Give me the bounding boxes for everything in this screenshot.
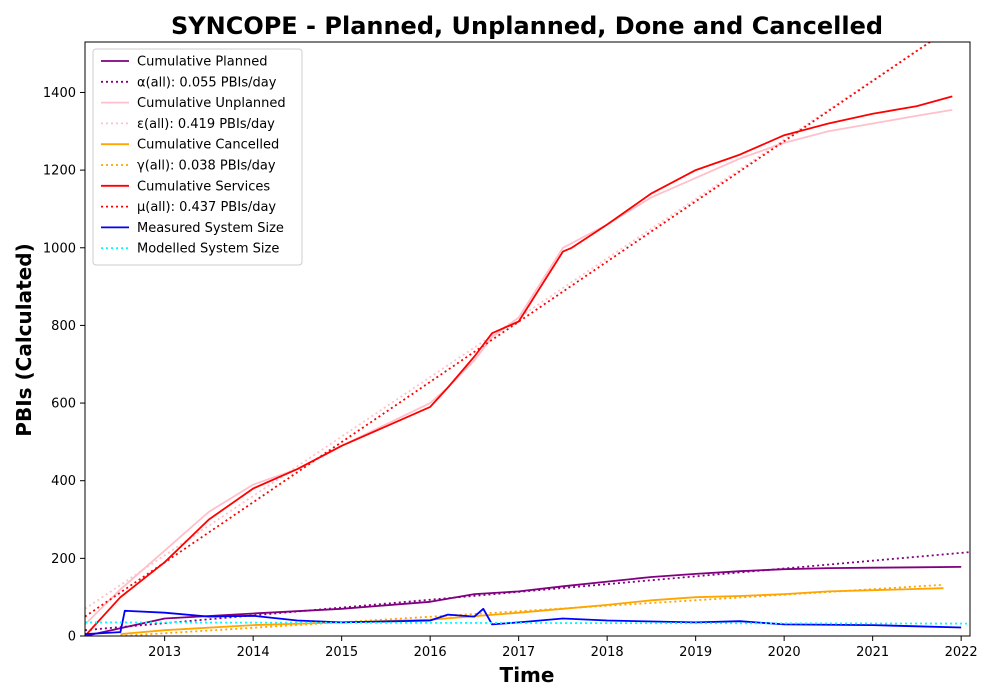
legend-entry: ε(all): 0.419 PBIs/day xyxy=(137,117,275,132)
legend-entry: Cumulative Planned xyxy=(137,55,267,70)
x-tick-label: 2013 xyxy=(148,645,181,660)
legend: Cumulative Planned α(all): 0.055 PBIs/day… xyxy=(92,48,303,266)
chart-title: SYNCOPE - Planned, Unplanned, Done and C… xyxy=(171,12,883,40)
y-axis-label: PBIs (Calculated) xyxy=(12,243,36,436)
x-tick-label: 2017 xyxy=(502,645,535,660)
x-axis-label: Time xyxy=(500,663,555,687)
series-line-cumulative-services xyxy=(85,95,953,636)
legend-entry: Cumulative Unplanned xyxy=(137,96,286,111)
x-tick-label: 2021 xyxy=(856,645,889,660)
y-tick-label: 1000 xyxy=(43,241,76,256)
legend-entry: α(all): 0.055 PBIs/day xyxy=(137,75,277,90)
x-tick-label: 2018 xyxy=(591,645,624,660)
legend-entry: γ(all): 0.038 PBIs/day xyxy=(137,159,276,174)
x-tick-label: 2015 xyxy=(325,645,358,660)
series-line-cumulative-cancelled xyxy=(120,587,944,635)
series-layer xyxy=(85,42,970,636)
legend-entry: Modelled System Size xyxy=(137,242,279,257)
x-tick-label: 2014 xyxy=(237,645,270,660)
series-line-cumulative-planned xyxy=(85,566,962,636)
series-line-measured-system-size xyxy=(85,607,962,635)
y-tick-label: 600 xyxy=(51,397,76,412)
series-line-cumulative-unplanned xyxy=(85,109,953,626)
x-tick-label: 2016 xyxy=(414,645,447,660)
series-line-all-0-437-pbis-day xyxy=(85,42,932,618)
y-axis: 0 200 400 600 800 1000 1200 1400 xyxy=(43,86,85,645)
series-line-modelled-system-size xyxy=(85,621,970,625)
legend-box xyxy=(92,48,303,266)
series-line-all-0-055-pbis-day xyxy=(85,551,970,632)
plot-frame xyxy=(84,41,971,637)
y-tick-label: 0 xyxy=(68,630,76,645)
x-axis: 2013 2014 2015 2016 2017 2018 2019 2020 2021 2022 xyxy=(148,636,978,660)
y-tick-label: 400 xyxy=(51,474,76,489)
y-tick-label: 200 xyxy=(51,552,76,567)
x-tick-label: 2022 xyxy=(945,645,978,660)
y-tick-label: 1400 xyxy=(43,86,76,101)
y-tick-label: 800 xyxy=(51,319,76,334)
x-tick-label: 2020 xyxy=(768,645,801,660)
legend-entry: Cumulative Cancelled xyxy=(137,138,279,153)
x-tick-label: 2019 xyxy=(679,645,712,660)
legend-entry: Cumulative Services xyxy=(137,179,270,194)
y-tick-label: 1200 xyxy=(43,164,76,179)
series-line-all-0-038-pbis-day xyxy=(120,583,944,636)
legend-entry: Measured System Size xyxy=(137,221,284,236)
legend-entry: μ(all): 0.437 PBIs/day xyxy=(137,200,276,215)
